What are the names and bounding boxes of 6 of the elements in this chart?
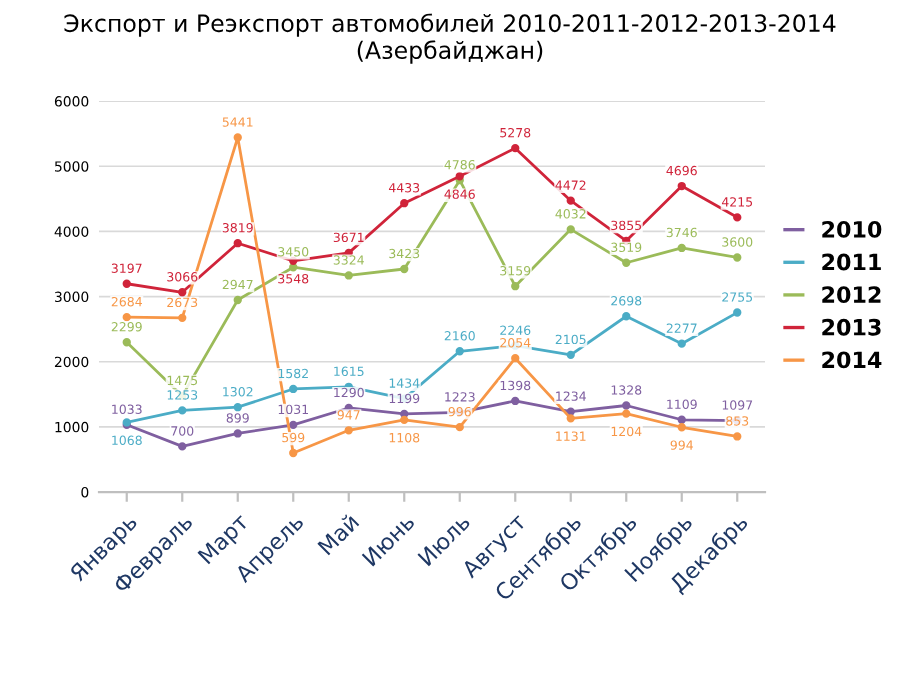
chart-title: Экспорт и Реэкспорт автомобилей 2010-2011-2012-2013-2014 (Азербайджан) [64, 13, 836, 64]
legend-label: 2010 [822, 220, 882, 238]
legend-label: 2014 [822, 351, 882, 369]
legend-label: 2011 [822, 253, 881, 271]
legend-label: 2012 [822, 286, 881, 304]
legend-label: 2013 [822, 318, 881, 336]
